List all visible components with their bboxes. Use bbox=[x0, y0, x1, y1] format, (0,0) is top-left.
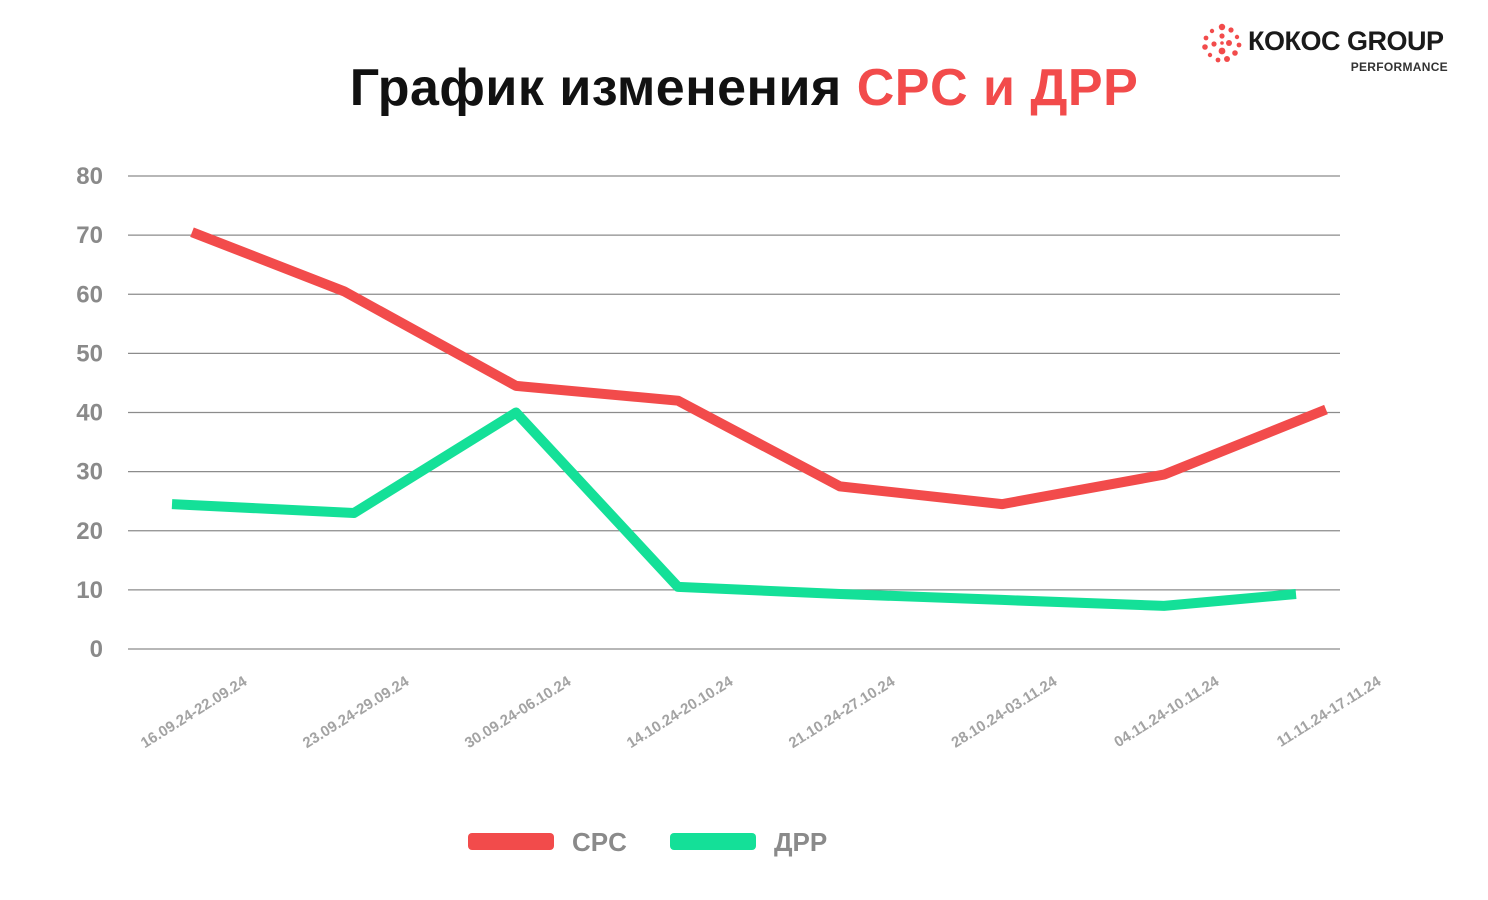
y-tick-label: 0 bbox=[90, 636, 103, 663]
y-tick-label: 80 bbox=[76, 163, 103, 190]
series-line-drr bbox=[171, 407, 1297, 611]
company-logo: КОКОС GROUP PERFORMANCE bbox=[1196, 22, 1452, 78]
chart-title-accent: CPC и ДРР bbox=[856, 59, 1139, 117]
y-axis: 0 10 20 30 40 50 60 70 80 bbox=[76, 163, 103, 663]
legend-item-drr: ДРР bbox=[670, 827, 827, 857]
x-axis: 16.09.24-22.09.24 23.09.24-29.09.24 30.09.… bbox=[138, 673, 1385, 752]
logo-brand: КОКОС GROUP bbox=[1248, 26, 1444, 56]
y-tick-label: 50 bbox=[76, 340, 103, 367]
x-tick-label: 28.10.24-03.11.24 bbox=[949, 673, 1061, 752]
y-tick-label: 60 bbox=[76, 281, 103, 308]
x-tick-label: 21.10.24-27.10.24 bbox=[786, 673, 899, 752]
y-tick-label: 30 bbox=[76, 459, 103, 486]
x-tick-label: 04.11.24-10.11.24 bbox=[1111, 673, 1222, 751]
legend: CPC ДРР bbox=[468, 827, 827, 857]
y-tick-label: 70 bbox=[76, 222, 103, 249]
x-tick-label: 11.11.24-17.11.24 bbox=[1274, 673, 1385, 751]
x-tick-label: 14.10.24-20.10.24 bbox=[624, 673, 737, 752]
series-lines bbox=[171, 227, 1328, 611]
chart-title-prefix: График изменения bbox=[349, 59, 857, 117]
legend-label: CPC bbox=[572, 827, 627, 857]
y-tick-label: 10 bbox=[76, 577, 103, 604]
y-tick-label: 40 bbox=[76, 400, 103, 427]
logo-sub: PERFORMANCE bbox=[1350, 60, 1448, 74]
x-tick-label: 23.09.24-29.09.24 bbox=[300, 673, 413, 752]
legend-swatch bbox=[670, 833, 756, 850]
legend-item-cpc: CPC bbox=[468, 827, 627, 857]
legend-label: ДРР bbox=[774, 827, 827, 857]
series-line-cpc bbox=[190, 227, 1328, 510]
x-tick-label: 30.09.24-06.10.24 bbox=[462, 673, 575, 752]
legend-swatch bbox=[468, 833, 554, 850]
grid-lines bbox=[128, 175, 1340, 650]
y-tick-label: 20 bbox=[76, 518, 103, 545]
coconut-dots-icon bbox=[1202, 23, 1242, 63]
chart-title: График изменения CPC и ДРР bbox=[0, 58, 1488, 118]
x-tick-label: 16.09.24-22.09.24 bbox=[138, 673, 251, 752]
